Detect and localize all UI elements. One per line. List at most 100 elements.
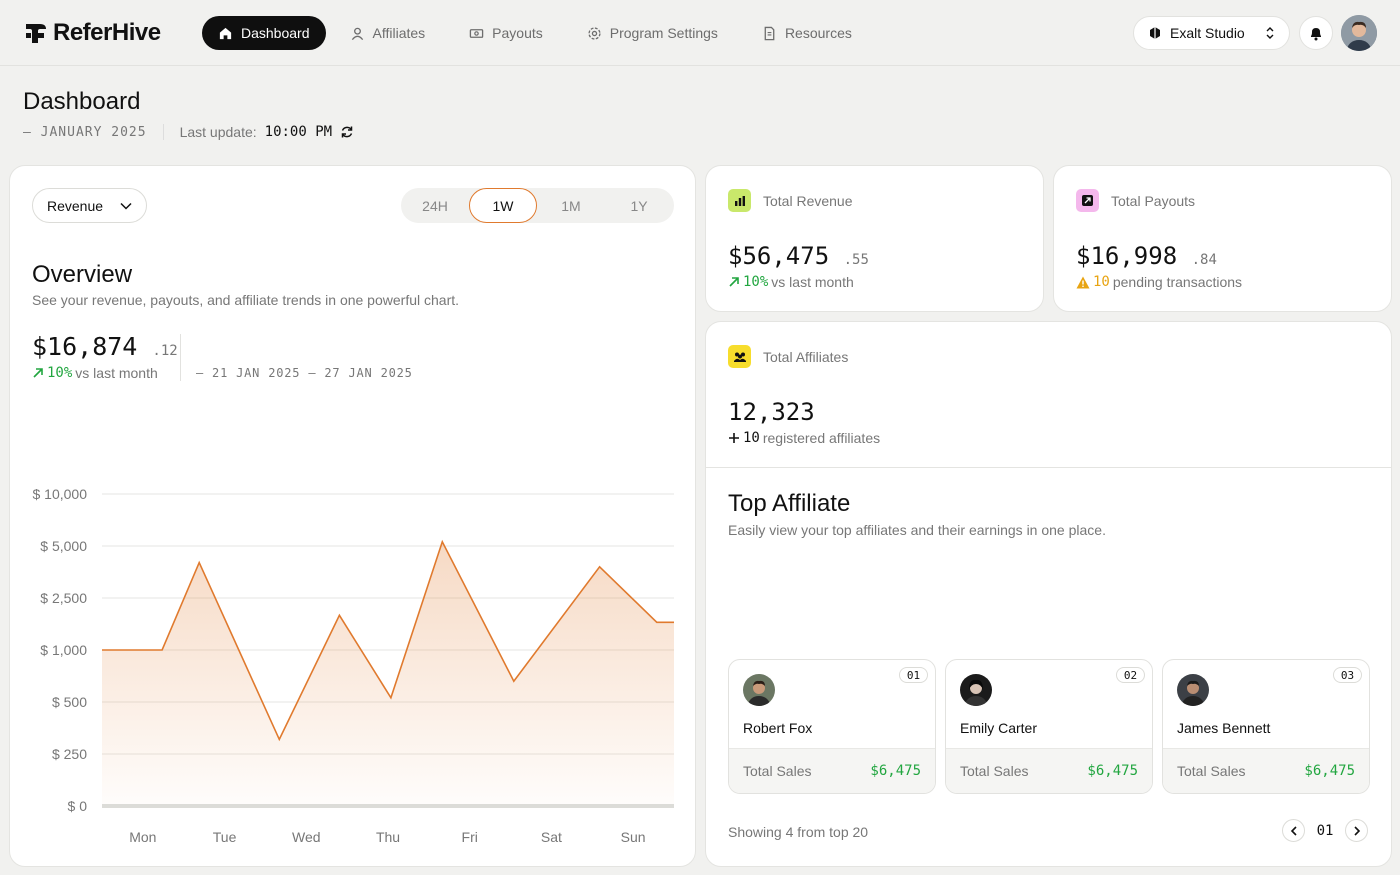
chevron-updown-icon xyxy=(1266,27,1274,39)
next-page-button[interactable] xyxy=(1345,819,1368,842)
value-main: $16,874 xyxy=(32,332,138,361)
y-tick-label: $ 5,000 xyxy=(40,538,87,554)
kpi-added: 10 registered affiliates xyxy=(728,430,880,446)
y-tick-label: $ 0 xyxy=(68,798,88,814)
divider xyxy=(706,467,1391,468)
period-label: — JANUARY 2025 xyxy=(23,124,147,140)
current-page: 01 xyxy=(1316,822,1334,839)
top-affiliate-subtitle: Easily view your top affiliates and thei… xyxy=(728,522,1106,538)
sales-label: Total Sales xyxy=(960,763,1029,779)
nav-program-settings[interactable]: Program Settings xyxy=(565,16,740,50)
nav-payouts[interactable]: Payouts xyxy=(447,16,565,50)
workspace-switcher[interactable]: Exalt Studio xyxy=(1133,16,1290,50)
affiliate-name: Robert Fox xyxy=(743,720,813,736)
y-tick-label: $ 10,000 xyxy=(33,486,88,502)
affiliate-card[interactable]: 03 James Bennett Total Sales $6,475 xyxy=(1162,659,1370,794)
total-revenue-card: Total Revenue $56,475 .55 10% vs last mo… xyxy=(705,165,1044,312)
kpi-delta: 10% vs last month xyxy=(728,274,854,290)
y-tick-label: $ 1,000 xyxy=(40,642,87,658)
affiliate-sales: Total Sales $6,475 xyxy=(946,748,1152,793)
top-affiliate-title: Top Affiliate xyxy=(728,490,851,517)
workspace-name: Exalt Studio xyxy=(1170,25,1245,41)
main-nav: Dashboard Affiliates Payouts Program Set… xyxy=(202,16,874,50)
value-main: $56,475 xyxy=(728,242,830,270)
chevron-right-icon xyxy=(1353,825,1360,836)
kpi-value: $16,998 .84 xyxy=(1076,242,1217,270)
overview-card: Revenue 24H 1W 1M 1Y Overview See your r… xyxy=(9,165,696,867)
nav-label: Program Settings xyxy=(609,25,718,41)
nav-dashboard[interactable]: Dashboard xyxy=(202,16,326,50)
delta-suffix: vs last month xyxy=(771,274,854,290)
affiliate-rank: 01 xyxy=(899,667,928,683)
time-range-selector: 24H 1W 1M 1Y xyxy=(401,188,674,223)
refresh-icon[interactable] xyxy=(340,125,354,139)
kpi-label: Total Payouts xyxy=(1076,189,1195,212)
overview-subtitle: See your revenue, payouts, and affiliate… xyxy=(32,292,460,308)
prev-page-button[interactable] xyxy=(1282,819,1305,842)
chevron-left-icon xyxy=(1290,825,1297,836)
range-24h[interactable]: 24H xyxy=(422,197,448,214)
x-tick-label: Wed xyxy=(292,829,321,845)
delta-percent: 10% xyxy=(743,274,769,290)
affiliate-name: James Bennett xyxy=(1177,720,1271,736)
brand-name: ReferHive xyxy=(53,19,161,46)
nav-label: Dashboard xyxy=(241,25,310,41)
y-tick-label: $ 2,500 xyxy=(40,590,87,606)
kpi-value: 12,323 xyxy=(728,398,815,426)
user-avatar[interactable] xyxy=(1341,15,1377,51)
y-tick-label: $ 250 xyxy=(52,746,87,762)
chevron-down-icon xyxy=(120,202,132,210)
bell-icon xyxy=(1311,27,1321,40)
range-1y[interactable]: 1Y xyxy=(630,197,648,214)
user-photo-icon xyxy=(1341,15,1377,51)
added-suffix: registered affiliates xyxy=(762,430,881,446)
sales-value: $6,475 xyxy=(1087,763,1138,779)
delta-suffix: vs last month xyxy=(75,365,158,381)
kpi-value: $56,475 .55 xyxy=(728,242,869,270)
x-tick-label: Sat xyxy=(541,829,562,845)
top-navigation-bar: ReferHive Dashboard Affiliates Payouts P… xyxy=(0,0,1400,66)
affiliate-avatar xyxy=(960,674,992,706)
last-update-label: Last update: xyxy=(179,124,257,140)
overview-delta: 10% vs last month xyxy=(32,365,158,381)
kpi-label: Total Revenue xyxy=(728,189,853,212)
total-payouts-card: Total Payouts $16,998 .84 10 pending tra… xyxy=(1053,165,1392,312)
nav-label: Payouts xyxy=(492,25,543,41)
last-update-time: 10:00 PM xyxy=(264,124,333,140)
affiliate-avatar xyxy=(1177,674,1209,706)
sales-label: Total Sales xyxy=(743,763,812,779)
x-tick-label: Thu xyxy=(376,829,400,845)
pagination: 01 xyxy=(1282,819,1368,842)
arrow-up-right-icon xyxy=(729,277,739,287)
pending-suffix: pending transactions xyxy=(1112,274,1243,290)
plus-icon xyxy=(729,433,739,443)
divider xyxy=(162,124,164,140)
notifications-button[interactable] xyxy=(1299,16,1333,50)
sales-value: $6,475 xyxy=(1304,763,1355,779)
page-title: Dashboard xyxy=(23,88,141,115)
x-tick-label: Mon xyxy=(129,829,156,845)
delta-percent: 10% xyxy=(47,365,73,381)
x-tick-label: Fri xyxy=(462,829,478,845)
affiliate-card[interactable]: 02 Emily Carter Total Sales $6,475 xyxy=(945,659,1153,794)
kpi-label-text: Total Revenue xyxy=(763,192,853,209)
affiliate-photo-icon xyxy=(960,674,992,706)
affiliate-rank: 02 xyxy=(1116,667,1145,683)
brand-logo[interactable]: ReferHive xyxy=(24,19,161,47)
y-tick-label: $ 500 xyxy=(52,694,87,710)
nav-affiliates[interactable]: Affiliates xyxy=(328,16,448,50)
user-icon xyxy=(351,27,363,40)
nav-resources[interactable]: Resources xyxy=(740,16,874,50)
affiliates-card: Total Affiliates 12,323 10 registered af… xyxy=(705,321,1392,867)
home-icon xyxy=(219,27,232,39)
kpi-label-text: Total Payouts xyxy=(1111,192,1196,209)
x-tick-label: Sun xyxy=(621,829,646,845)
range-1m[interactable]: 1M xyxy=(561,197,581,214)
overview-value: $16,874 .12 xyxy=(32,332,178,361)
affiliate-card[interactable]: 01 Robert Fox Total Sales $6,475 xyxy=(728,659,936,794)
metric-select-value: Revenue xyxy=(47,197,104,214)
people-icon xyxy=(728,345,751,368)
gear-icon xyxy=(588,26,601,40)
range-1w[interactable]: 1W xyxy=(469,188,537,223)
metric-select[interactable]: Revenue xyxy=(32,188,147,223)
